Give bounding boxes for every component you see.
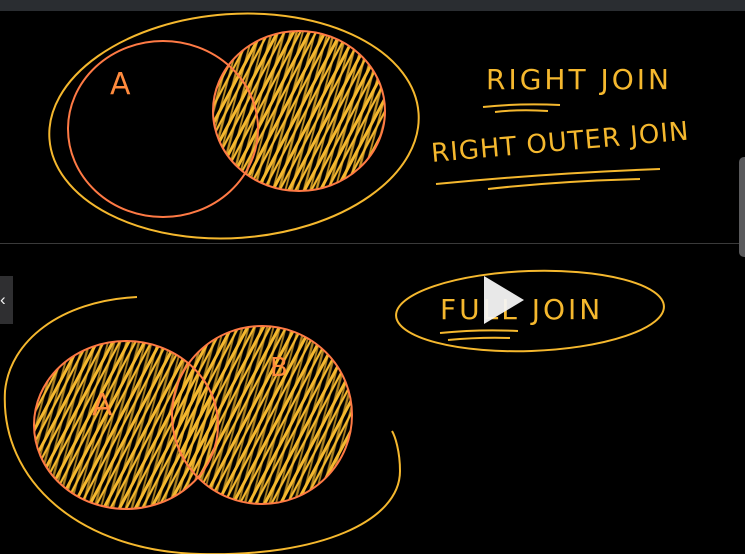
set-b-circle-top — [212, 30, 386, 192]
full-join-diagram: A B — [3, 296, 402, 554]
set-a-circle-top — [67, 40, 259, 218]
set-a-label-top: A — [110, 67, 131, 102]
right-join-heading: RIGHT JOIN — [486, 63, 672, 96]
play-button[interactable] — [478, 274, 528, 326]
full-join-circle — [395, 269, 665, 353]
set-b-circle-bottom — [171, 325, 353, 505]
whiteboard-canvas: A RIGHT JOIN RIGHT OUTER JOIN A B FULL J… — [3, 12, 691, 554]
set-b-label-bottom: B — [270, 353, 288, 383]
side-panel-handle[interactable] — [739, 157, 745, 257]
section-divider — [0, 243, 745, 244]
full-join-underline — [439, 329, 519, 334]
top-toolbar — [0, 0, 745, 11]
chevron-left-icon: ‹ — [0, 290, 6, 309]
play-icon — [484, 276, 524, 324]
right-join-diagram: A — [48, 12, 420, 240]
right-outer-join-heading: RIGHT OUTER JOIN — [430, 117, 691, 169]
universe-outline-top — [48, 12, 420, 240]
universe-outline-bottom — [3, 296, 402, 554]
set-a-circle-bottom — [33, 340, 219, 510]
set-a-label-bottom: A — [92, 388, 113, 423]
heading-underline-1 — [482, 103, 561, 108]
collapse-panel-button[interactable]: ‹ — [0, 276, 13, 324]
heading-underline-2 — [435, 168, 661, 185]
